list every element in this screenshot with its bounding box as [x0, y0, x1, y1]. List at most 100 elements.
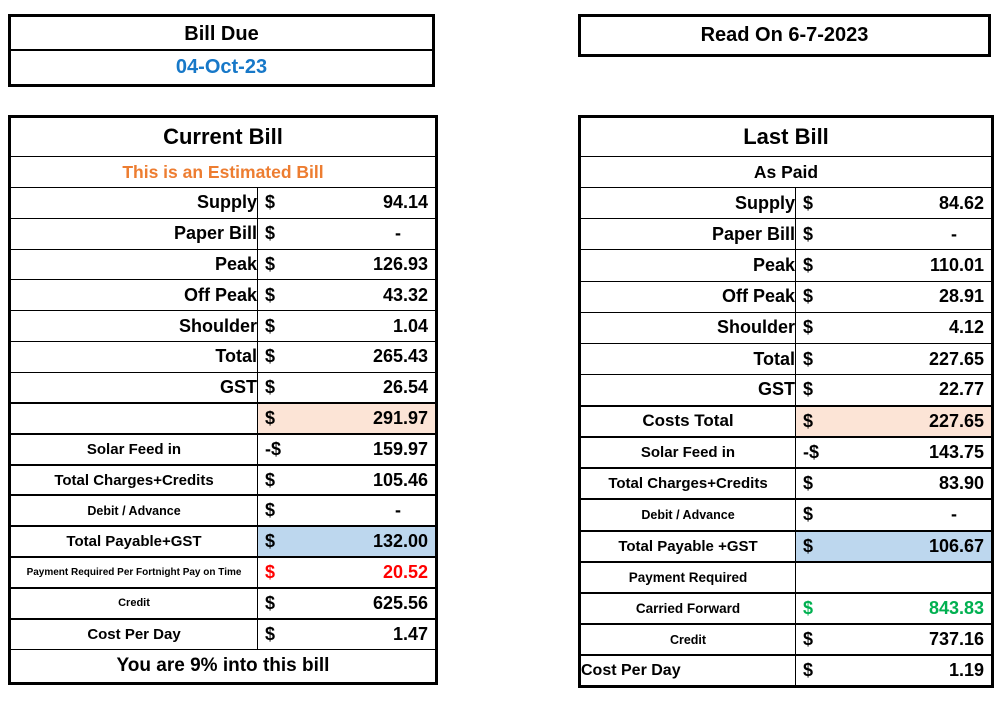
amount: 106.67 — [928, 535, 985, 556]
value-wrap: $ - — [797, 220, 992, 249]
currency-symbol: $ — [803, 254, 814, 275]
currency-symbol: $ — [803, 348, 814, 369]
row-label: Off Peak — [579, 280, 796, 313]
value-wrap: $ - — [259, 497, 436, 525]
value-wrap: $4.12 — [797, 313, 992, 342]
amount: 291.97 — [372, 407, 429, 428]
currency-symbol: $ — [265, 346, 276, 367]
row-value — [794, 560, 994, 594]
value-wrap: $625.56 — [259, 590, 436, 618]
table-row: Supply $84.62 — [579, 186, 994, 220]
table-row: $291.97 — [9, 402, 438, 435]
row-value: $43.32 — [256, 279, 438, 312]
amount: 1.19 — [948, 660, 985, 681]
amount: 737.16 — [928, 629, 985, 650]
amount: 43.32 — [382, 284, 429, 305]
currency-symbol: $ — [265, 623, 276, 644]
row-value: $ - — [256, 494, 438, 527]
last-bill-title: Last Bill — [578, 116, 994, 157]
amount: 83.90 — [938, 473, 985, 494]
current-bill-table: Current Bill This is an Estimated Bill S… — [8, 115, 439, 685]
value-wrap: $132.00 — [259, 528, 436, 556]
currency-symbol: -$ — [265, 438, 282, 459]
row-value: $132.00 — [256, 525, 438, 558]
table-row: Shoulder $1.04 — [9, 310, 438, 342]
row-value: $22.77 — [794, 374, 994, 407]
amount: 4.12 — [948, 317, 985, 338]
amount: 20.52 — [382, 561, 429, 582]
currency-symbol: $ — [803, 598, 814, 619]
amount: - — [395, 500, 402, 521]
row-label: Cost Per Day — [579, 654, 796, 688]
value-wrap: $28.91 — [797, 282, 992, 311]
row-value: $105.46 — [256, 463, 438, 496]
table-row: Cost Per Day $1.19 — [579, 654, 994, 688]
value-wrap: -$ 143.75 — [797, 439, 992, 467]
row-value: $110.01 — [794, 249, 994, 282]
table-row: Peak $110.01 — [579, 249, 994, 282]
amount: 625.56 — [372, 592, 429, 613]
estimated-bill-note: This is an Estimated Bill — [8, 156, 438, 188]
table-header-row: Current Bill — [8, 116, 438, 157]
row-label: GST — [579, 374, 796, 407]
currency-symbol: $ — [803, 535, 814, 556]
row-label: Shoulder — [579, 311, 796, 344]
row-label: Costs Total — [579, 404, 796, 438]
row-value: $83.90 — [794, 467, 994, 500]
bill-due-title: Bill Due — [11, 17, 432, 51]
row-label: Debit / Advance — [579, 498, 796, 532]
currency-symbol: $ — [803, 629, 814, 650]
currency-symbol: $ — [265, 407, 276, 428]
amount: 132.00 — [372, 531, 429, 552]
amount: 159.97 — [372, 438, 429, 459]
value-wrap: $106.67 — [797, 533, 992, 561]
value-wrap: $843.83 — [797, 595, 992, 623]
table-row: Debit / Advance $ - — [579, 498, 994, 532]
amount: 227.65 — [928, 348, 985, 369]
row-value: $26.54 — [256, 371, 438, 404]
amount: 1.04 — [392, 315, 429, 336]
row-label: Total — [579, 342, 796, 376]
value-wrap: $1.04 — [259, 312, 436, 341]
table-row: Solar Feed in -$ 159.97 — [9, 432, 438, 466]
bill-progress-note: You are 9% into this bill — [8, 648, 438, 684]
amount: 126.93 — [372, 253, 429, 274]
value-wrap: $227.65 — [797, 344, 992, 373]
row-value: $227.65 — [794, 404, 994, 438]
row-label: Solar Feed in — [9, 432, 258, 466]
table-subheader-row: This is an Estimated Bill — [8, 156, 438, 188]
row-value: $28.91 — [794, 280, 994, 313]
currency-symbol: $ — [803, 504, 814, 525]
value-wrap: $ - — [797, 501, 992, 529]
table-row: Payment Required Per Fortnight Pay on Ti… — [9, 556, 438, 589]
currency-symbol: $ — [803, 379, 814, 400]
row-label: Debit / Advance — [9, 494, 258, 527]
table-header-row: Last Bill — [578, 116, 994, 157]
row-label: GST — [9, 371, 258, 404]
last-bill-table: Last Bill As Paid Supply $84.62 Paper Bill… — [578, 115, 995, 688]
row-label: Supply — [9, 187, 258, 219]
row-value: $106.67 — [794, 529, 994, 563]
currency-symbol: $ — [265, 284, 276, 305]
row-label: Cost Per Day — [9, 617, 258, 650]
row-value: -$ 159.97 — [256, 432, 438, 466]
row-label: Total — [9, 340, 258, 373]
amount: 105.46 — [372, 469, 429, 490]
row-label: Total Charges+Credits — [9, 463, 258, 496]
amount: 110.01 — [929, 254, 985, 275]
row-value: $625.56 — [256, 586, 438, 620]
row-value: $ - — [794, 218, 994, 251]
currency-symbol: $ — [803, 317, 814, 338]
table-row: Paper Bill $ - — [579, 218, 994, 251]
row-value: $737.16 — [794, 623, 994, 656]
table-row: GST $26.54 — [9, 371, 438, 404]
currency-symbol: $ — [265, 192, 276, 213]
row-label: Off Peak — [9, 279, 258, 312]
table-row: Cost Per Day $1.47 — [9, 617, 438, 650]
value-wrap: $43.32 — [259, 281, 436, 310]
row-value: -$ 143.75 — [794, 435, 994, 469]
row-label: Carried Forward — [579, 591, 796, 625]
row-value: $4.12 — [794, 311, 994, 344]
row-value: $291.97 — [256, 402, 438, 435]
row-label: Credit — [579, 623, 796, 656]
